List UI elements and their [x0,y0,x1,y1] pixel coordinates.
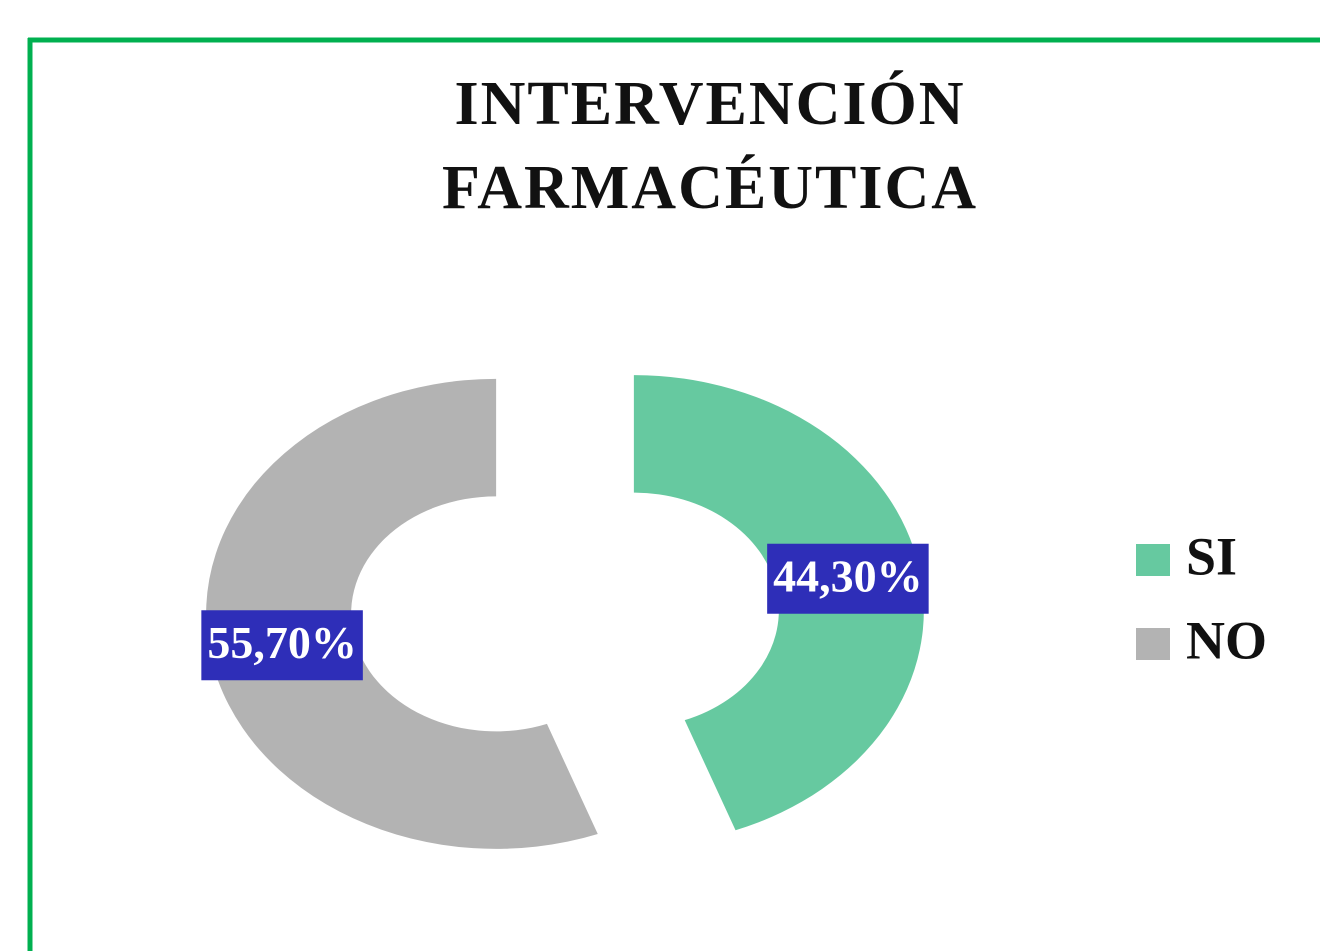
legend-swatch [1136,628,1170,660]
data-label: 55,70% [207,617,357,668]
data-label-box [767,543,929,614]
legend-swatch [1136,544,1170,576]
legend-label: NO [1186,610,1267,670]
chart-title: INTERVENCIÓN FARMACÉUTICA [441,70,979,222]
data-label-box [201,610,363,681]
legend-label: SI [1186,526,1237,586]
data-label: 44,30% [773,550,923,601]
donut-slice [206,378,598,849]
